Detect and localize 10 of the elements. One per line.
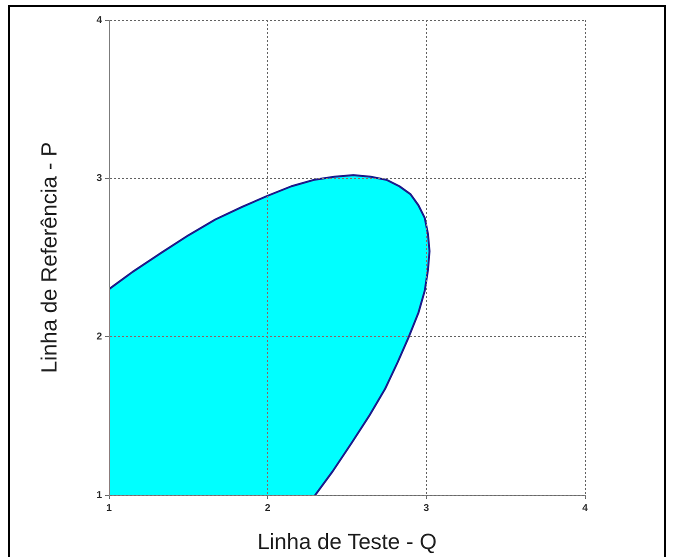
x-axis-title: Linha de Teste - Q [257, 528, 437, 554]
y-tick-label: 2 [96, 331, 102, 342]
y-tick-label: 4 [96, 14, 102, 26]
y-tick-label: 1 [96, 490, 102, 501]
x-tick-label: 1 [106, 502, 112, 514]
x-tick-label: 2 [264, 502, 271, 514]
x-tick-label: 4 [582, 502, 588, 514]
y-axis-title: Linha de Referência - P [36, 142, 62, 374]
y-tick-label: 3 [96, 173, 102, 184]
x-tick-label: 3 [424, 502, 430, 514]
